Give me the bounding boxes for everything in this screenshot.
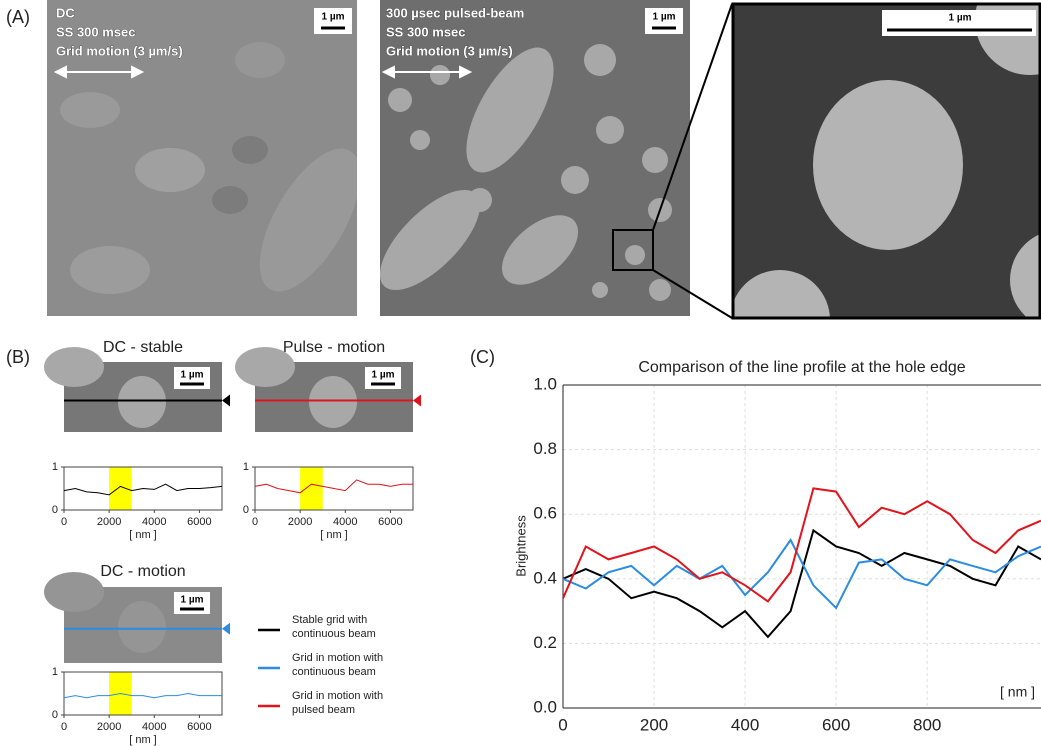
y-tick-label: 0.8 [533,439,557,458]
legend-label: Grid in motion with pulsed beam [292,689,410,717]
x-unit: [ nm ] [1000,684,1035,700]
y-tick-label: 0 [52,504,58,516]
profile-marker [222,395,230,407]
legend-entry-box: Stable grid with continuous beam [292,613,410,647]
chart-title: Pulse - motion [283,339,385,356]
y-axis-label: Brightness [513,515,528,577]
x-tick-label: 4000 [142,516,166,528]
legend-label: Stable grid with continuous beam [292,613,410,641]
scale-bar-label: 1 µm [181,595,204,606]
x-unit: [ nm ] [320,529,348,541]
x-tick-label: 400 [731,715,759,734]
x-tick-label: 0 [252,516,258,528]
y-tick-label: 0.2 [533,633,557,652]
thumbnail-hole [118,601,166,653]
scale-bar-label: 1 µm [181,370,204,381]
panel-label: (B) [6,347,30,367]
x-tick-label: 2000 [97,721,121,733]
legend-entry-box: Grid in motion with continuous beam [292,651,410,685]
y-tick-label: 1 [243,461,249,473]
panel-label: (C) [470,347,495,367]
scale-bar-label: 1 µm [949,13,972,24]
y-tick-label: 0 [243,504,249,516]
x-tick-label: 0 [61,516,67,528]
x-tick-label: 4000 [333,516,357,528]
chart-title: Comparison of the line profile at the ho… [638,359,965,376]
figure-canvas: 1 µm 1 µm 1 µm DC SS 300 msec Grid motio… [0,0,1041,746]
thumbnail-hole [44,572,104,612]
series-line [563,488,1041,601]
y-tick-label: 1.0 [533,374,557,393]
profile-marker [413,395,421,407]
y-tick-label: 1 [52,666,58,678]
x-tick-label: 2000 [97,516,121,528]
series-line [64,484,222,495]
profile-marker [222,623,230,635]
micrograph-zoom [730,0,1041,370]
x-tick-label: 600 [822,715,850,734]
figure: 1 µm 1 µm 1 µm DC SS 300 msec Grid motio… [0,0,1041,746]
highlight [109,467,132,510]
x-tick-label: 6000 [378,516,402,528]
x-tick-label: 0 [558,715,567,734]
legend-entry-box: Grid in motion with pulsed beam [292,689,410,723]
x-tick-label: 2000 [288,516,312,528]
x-tick-label: 6000 [187,721,211,733]
overlay-text: Grid motion (3 µm/s) [56,43,183,58]
x-tick-label: 0 [61,721,67,733]
x-unit: [ nm ] [129,529,157,541]
thumbnail-hole [235,347,295,387]
series-line [255,480,413,493]
overlay-text: SS 300 msec [386,24,466,39]
overlay-text: Grid motion (3 µm/s) [386,43,513,58]
panel-label: (A) [6,7,30,27]
thumbnail-hole [118,376,166,428]
x-tick-label: 4000 [142,721,166,733]
overlay-text: 300 µsec pulsed-beam [386,5,524,20]
thumbnail-hole [309,376,357,428]
y-tick-label: 1 [52,461,58,473]
overlay-text: SS 300 msec [56,24,136,39]
y-tick-label: 0.0 [533,697,557,716]
y-tick-label: 0 [52,709,58,721]
x-unit: [ nm ] [129,734,157,746]
chart-title: DC - stable [103,339,183,356]
x-tick-label: 6000 [187,516,211,528]
x-tick-label: 200 [640,715,668,734]
scale-bar-label: 1 µm [322,12,345,23]
series-line [64,694,222,698]
series-line [563,530,1041,637]
y-tick-label: 0.6 [533,504,557,523]
x-tick-label: 800 [913,715,941,734]
overlay-text: DC [56,5,75,20]
thumbnail-hole [44,347,104,387]
scale-bar-label: 1 µm [372,370,395,381]
legend-label: Grid in motion with continuous beam [292,651,410,679]
chart-title: DC - motion [100,563,185,580]
highlight [300,467,323,510]
plot-frame [64,672,222,715]
scale-bar-label: 1 µm [653,12,676,23]
y-tick-label: 0.4 [533,568,557,587]
